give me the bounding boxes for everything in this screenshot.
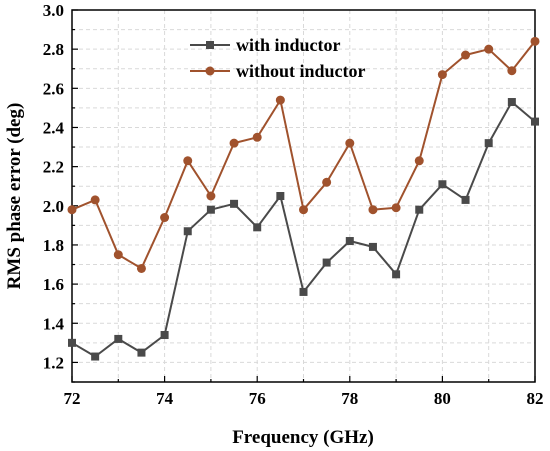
data-point [368, 205, 378, 215]
data-point [507, 66, 517, 76]
y-tick-label: 2.2 [43, 158, 64, 177]
data-point [437, 70, 447, 80]
data-point [322, 177, 332, 187]
data-point [91, 352, 100, 361]
y-tick-label: 2.6 [43, 79, 64, 98]
data-point [391, 203, 401, 213]
series-group [67, 36, 540, 361]
data-point [160, 213, 170, 223]
data-point [414, 156, 424, 166]
data-point [229, 138, 239, 148]
y-tick-label: 2.4 [43, 118, 65, 137]
y-tick-label: 2.0 [43, 197, 64, 216]
data-point [183, 227, 192, 236]
grid [72, 10, 535, 382]
y-tick-label: 1.6 [43, 275, 64, 294]
y-tick-label: 1.8 [43, 236, 64, 255]
data-point [368, 242, 377, 251]
data-point [392, 270, 401, 279]
legend-label-with-inductor: with inductor [236, 35, 341, 55]
data-point [160, 331, 169, 340]
data-point [252, 132, 262, 142]
y-tick-label: 3.0 [43, 1, 64, 20]
data-point [275, 95, 285, 105]
x-tick-label: 72 [64, 389, 81, 408]
data-point [345, 237, 354, 246]
data-point [230, 199, 239, 208]
data-point [507, 98, 516, 107]
data-point [253, 223, 262, 232]
x-tick-label: 80 [434, 389, 451, 408]
data-point [68, 338, 76, 347]
data-point [531, 117, 539, 126]
data-point [90, 195, 100, 205]
data-point [183, 156, 193, 166]
y-tick-label: 1.4 [43, 314, 65, 333]
data-point [299, 287, 308, 296]
axis-ticks: 72 74 76 78 80 82 1.2 1.4 1.6 1.8 2.0 2.2 2.4 2.6 2.8 3… [43, 1, 544, 408]
data-point [67, 205, 77, 215]
data-point [461, 50, 471, 60]
legend-marker-with-inductor [206, 41, 214, 49]
x-axis-title: Frequency (GHz) [232, 427, 374, 448]
y-axis-title: RMS phase error (deg) [4, 103, 25, 290]
series-with-inductor [68, 98, 539, 361]
data-point [530, 36, 540, 46]
data-point [461, 195, 470, 204]
data-point [137, 348, 146, 357]
data-point [113, 250, 123, 260]
data-point [206, 191, 216, 201]
series-without-inductor [67, 36, 540, 273]
y-tick-label: 2.8 [43, 40, 64, 59]
x-tick-label: 82 [527, 389, 544, 408]
data-point [299, 205, 308, 215]
legend: with inductor without inductor [190, 35, 366, 81]
x-tick-label: 76 [249, 389, 266, 408]
data-point [345, 138, 355, 148]
data-point [484, 139, 493, 148]
data-point [136, 263, 146, 273]
legend-label-without-inductor: without inductor [236, 61, 366, 81]
data-point [415, 205, 424, 214]
legend-marker-without-inductor [205, 66, 215, 76]
data-point [276, 192, 285, 200]
data-point [322, 258, 331, 267]
data-point [484, 44, 494, 54]
x-tick-label: 74 [156, 389, 174, 408]
data-point [438, 180, 447, 189]
y-tick-label: 1.2 [43, 353, 64, 372]
data-point [206, 205, 215, 214]
data-point [114, 334, 123, 343]
x-tick-label: 78 [341, 389, 358, 408]
